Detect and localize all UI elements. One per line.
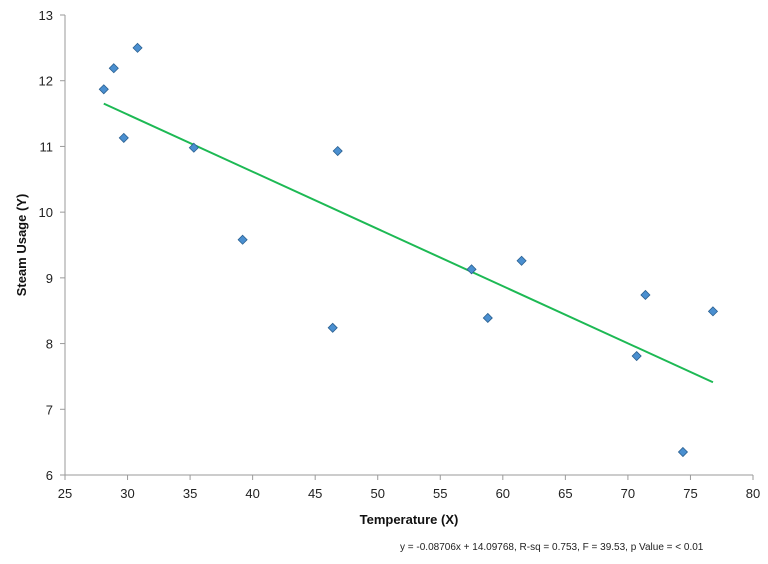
data-point — [640, 289, 651, 301]
data-point — [707, 306, 719, 317]
x-tick-label: 35 — [183, 486, 197, 501]
data-point — [677, 446, 689, 458]
data-point — [108, 63, 119, 74]
x-tick-label: 60 — [496, 486, 510, 501]
data-point — [237, 234, 248, 245]
x-tick-label: 25 — [58, 486, 72, 501]
y-axis-title: Steam Usage (Y) — [14, 194, 29, 297]
y-tick-label: 6 — [46, 468, 53, 483]
x-axis-title: Temperature (X) — [360, 512, 459, 527]
data-point — [466, 264, 477, 275]
x-tick-label: 55 — [433, 486, 447, 501]
y-tick-label: 10 — [39, 205, 53, 220]
x-tick-label: 30 — [120, 486, 134, 501]
y-tick-label: 8 — [46, 337, 53, 352]
data-point — [118, 132, 129, 143]
x-tick-label: 40 — [245, 486, 259, 501]
data-point — [332, 145, 343, 157]
data-point — [631, 350, 642, 362]
x-tick-label: 80 — [746, 486, 760, 501]
data-point — [188, 142, 199, 153]
x-tick-label: 75 — [683, 486, 697, 501]
data-point — [98, 84, 109, 95]
data-point — [132, 42, 143, 53]
data-point — [482, 312, 493, 324]
data-point — [516, 255, 527, 266]
y-tick-label: 13 — [39, 8, 53, 23]
y-tick-label: 11 — [40, 139, 54, 154]
y-tick-label: 9 — [46, 271, 53, 286]
x-tick-label: 50 — [370, 486, 384, 501]
x-tick-label: 65 — [558, 486, 572, 501]
y-tick-label: 12 — [39, 74, 53, 89]
axes — [64, 15, 753, 476]
x-tick-label: 45 — [308, 486, 322, 501]
x-tick-label: 70 — [621, 486, 635, 501]
y-tick-label: 7 — [46, 402, 53, 417]
trend-line — [103, 102, 714, 384]
data-point — [327, 322, 338, 333]
regression-annotation: y = -0.08706x + 14.09768, R-sq = 0.753, … — [400, 542, 704, 553]
